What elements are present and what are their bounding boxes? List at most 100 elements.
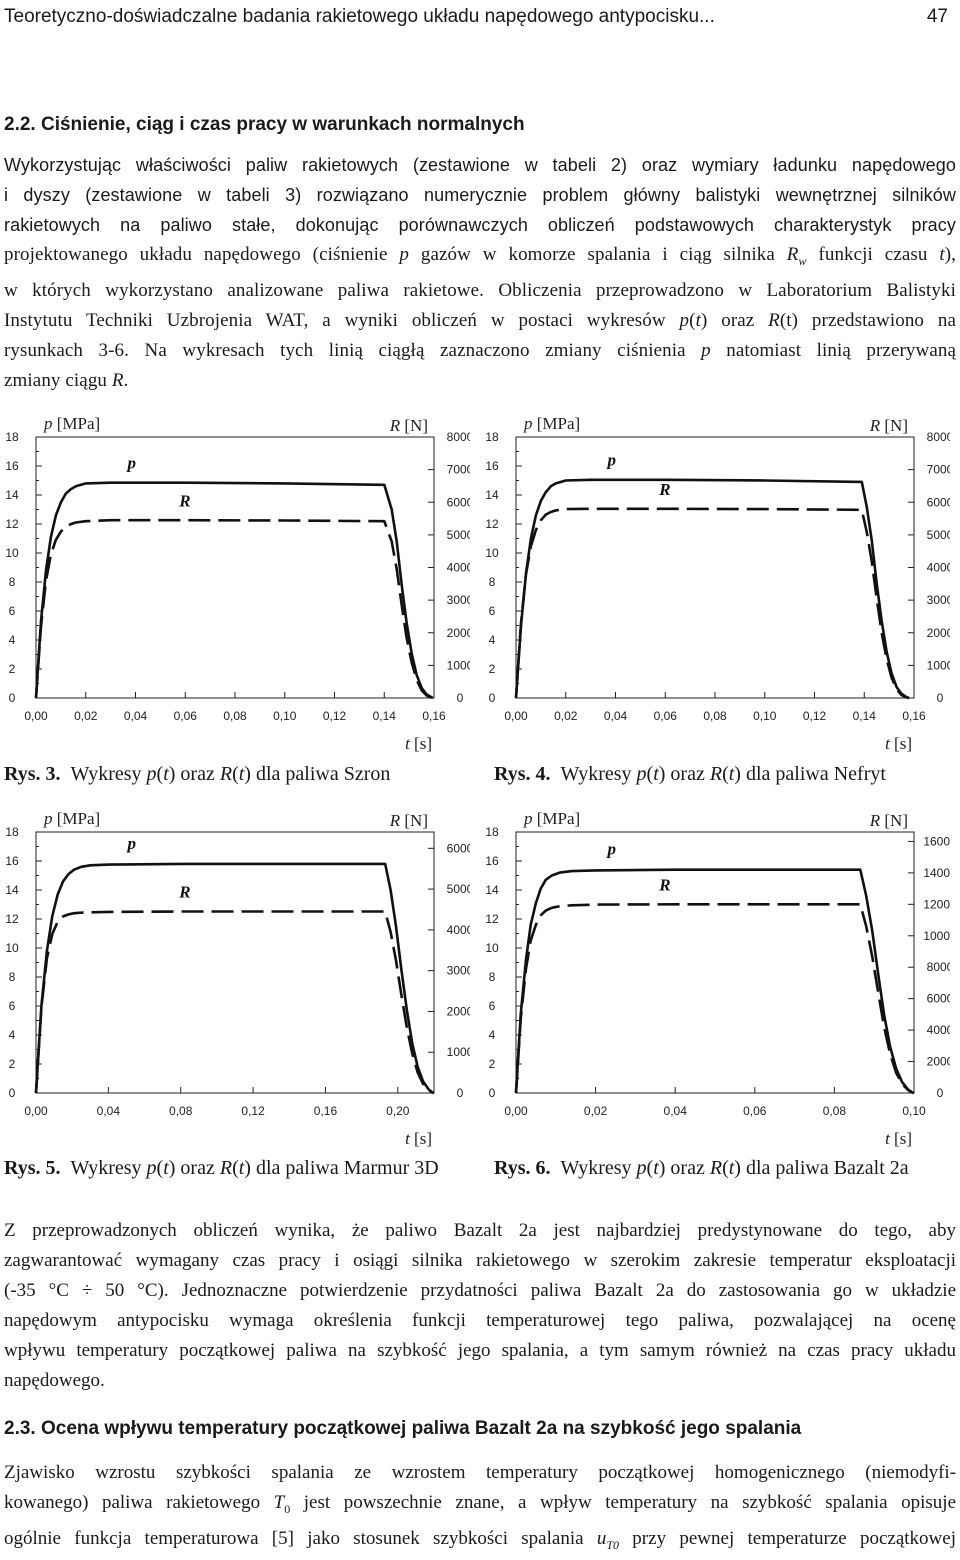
x-tick-label: 0,04 (124, 709, 148, 723)
x-tick-label: 0,00 (504, 1104, 528, 1118)
y-left-title: p [MPa] (523, 809, 580, 828)
text-line: w których wykorzystano analizowane paliw… (4, 279, 956, 301)
x-tick-label: 0,06 (654, 709, 678, 723)
y-left-tick-label: 0 (489, 691, 496, 705)
y-left-tick-label: 2 (489, 1057, 496, 1071)
x-title: t [s] (405, 734, 432, 753)
series-p-line (514, 478, 910, 700)
x-tick-label: 0,02 (74, 709, 98, 723)
y-left-axis: 0 2 4 6 8 10 12 14 16 18 (5, 430, 42, 705)
y-left-tick-label: 4 (9, 1028, 16, 1042)
y-right-tick-label: 4000 (927, 561, 950, 575)
x-tick-label: 0,06 (743, 1104, 767, 1118)
y-left-tick-label: 0 (9, 691, 16, 705)
y-right-tick-label: 1000 (927, 658, 950, 672)
y-right-tick-label: 5000 (447, 882, 470, 896)
x-axis: 0,00 0,02 0,04 0,06 0,08 0,10 0,12 0,14 0,16 (24, 692, 446, 723)
figure-number: Rys. 3. (4, 763, 61, 785)
y-left-tick-label: 10 (485, 941, 499, 955)
curve-label-r: R (658, 875, 670, 894)
text-line: kowanego) paliwa rakietowego T0 jest pow… (4, 1492, 956, 1516)
y-right-tick-label: 0 (937, 1086, 944, 1100)
running-header: Teoretyczno-doświadczalne badania rakiet… (4, 6, 954, 32)
x-tick-label: 0,10 (902, 1104, 926, 1118)
figure-number: Rys. 5. (4, 1157, 61, 1179)
series-r-line (34, 518, 434, 700)
plot-frame (35, 831, 435, 1094)
y-right-tick-label: 3000 (447, 593, 470, 607)
text-line: Z przeprowadzonych obliczeń wynika, że p… (4, 1220, 956, 1241)
text-line: i dyszy (zestawione w tabeli 3) rozwiąza… (4, 185, 956, 205)
y-left-tick-label: 6 (9, 999, 16, 1013)
y-left-title: p [MPa] (523, 414, 580, 433)
plot-frame (515, 436, 915, 699)
y-left-axis: 0 2 4 6 8 10 12 14 16 18 (485, 825, 522, 1100)
y-left-tick-label: 8 (489, 970, 496, 984)
series-p-line (34, 862, 435, 1095)
plot-frame (35, 436, 435, 699)
y-right-title: R [N] (389, 416, 428, 435)
running-title: Teoretyczno-doświadczalne badania rakiet… (4, 6, 715, 27)
y-left-tick-label: 2 (489, 662, 496, 676)
x-tick-label: 0,16 (422, 709, 446, 723)
chart-svg: 0 2 4 6 8 10 12 14 16 18 0 1000 2000 3000 4000 5000 6000… (485, 414, 950, 753)
y-left-tick-label: 12 (485, 912, 499, 926)
y-left-tick-label: 14 (485, 883, 499, 897)
text-line: rysunkach 3-6. Na wykresach tych linią c… (4, 339, 957, 361)
x-tick-label: 0,06 (174, 709, 198, 723)
x-tick-label: 0,12 (803, 709, 827, 723)
curve-label-p: p (606, 840, 617, 859)
series-r-line (514, 507, 910, 700)
y-left-tick-label: 6 (489, 999, 496, 1013)
y-left-tick-label: 12 (485, 517, 499, 531)
x-tick-label: 0,16 (314, 1104, 338, 1118)
x-title: t [s] (885, 1129, 912, 1148)
y-left-title: p [MPa] (43, 809, 100, 828)
y-left-tick-label: 0 (9, 1086, 16, 1100)
y-left-axis: 0 2 4 6 8 10 12 14 16 18 (485, 430, 522, 705)
x-title: t [s] (885, 734, 912, 753)
x-tick-label: 0,02 (584, 1104, 608, 1118)
final-paragraph: Zjawisko wzrostu szybkości spalania ze w… (4, 1458, 956, 1560)
series-r-line (34, 910, 435, 1095)
y-left-tick-label: 6 (9, 604, 16, 618)
y-right-tick-label: 0 (937, 691, 944, 705)
x-tick-label: 0,00 (24, 709, 48, 723)
y-left-tick-label: 10 (5, 941, 19, 955)
curve-label-r: R (178, 883, 190, 902)
y-right-tick-label: 5000 (927, 528, 950, 542)
figure-5-caption: Rys. 5. Wykresy p(t) oraz R(t) dla paliw… (4, 1157, 439, 1179)
x-tick-label: 0,04 (664, 1104, 688, 1118)
y-left-tick-label: 18 (5, 430, 19, 444)
y-right-tick-label: 3000 (447, 964, 470, 978)
y-right-tick-label: 3000 (927, 593, 950, 607)
figure-3-caption: Rys. 3. Wykresy p(t) oraz R(t) dla paliw… (4, 763, 391, 785)
figure-4-caption: Rys. 4. Wykresy p(t) oraz R(t) dla paliw… (494, 763, 886, 785)
y-right-tick-label: 0 (457, 691, 464, 705)
series-p-line (514, 868, 915, 1095)
y-right-title: R [N] (869, 811, 908, 830)
y-right-tick-label: 10000 (923, 929, 950, 943)
text-line: napędowego. (4, 1370, 105, 1391)
y-right-tick-label: 5000 (447, 528, 470, 542)
x-tick-label: 0,08 (703, 709, 727, 723)
x-tick-label: 0,20 (386, 1104, 410, 1118)
figure-4-chart: 0 2 4 6 8 10 12 14 16 18 0 1000 2000 3000 4000 5000 6000… (480, 405, 950, 760)
y-right-tick-label: 4000 (927, 1023, 950, 1037)
curve-label-p: p (126, 453, 137, 472)
series-p-line (34, 481, 434, 700)
figure-6-caption: Rys. 6. Wykresy p(t) oraz R(t) dla paliw… (494, 1157, 909, 1179)
x-tick-label: 0,00 (24, 1104, 48, 1118)
x-tick-label: 0,02 (554, 709, 578, 723)
section-heading-2-3: 2.3. Ocena wpływu temperatury początkowe… (4, 1418, 802, 1439)
series-r-line (514, 903, 915, 1095)
y-right-tick-label: 0 (457, 1086, 464, 1100)
